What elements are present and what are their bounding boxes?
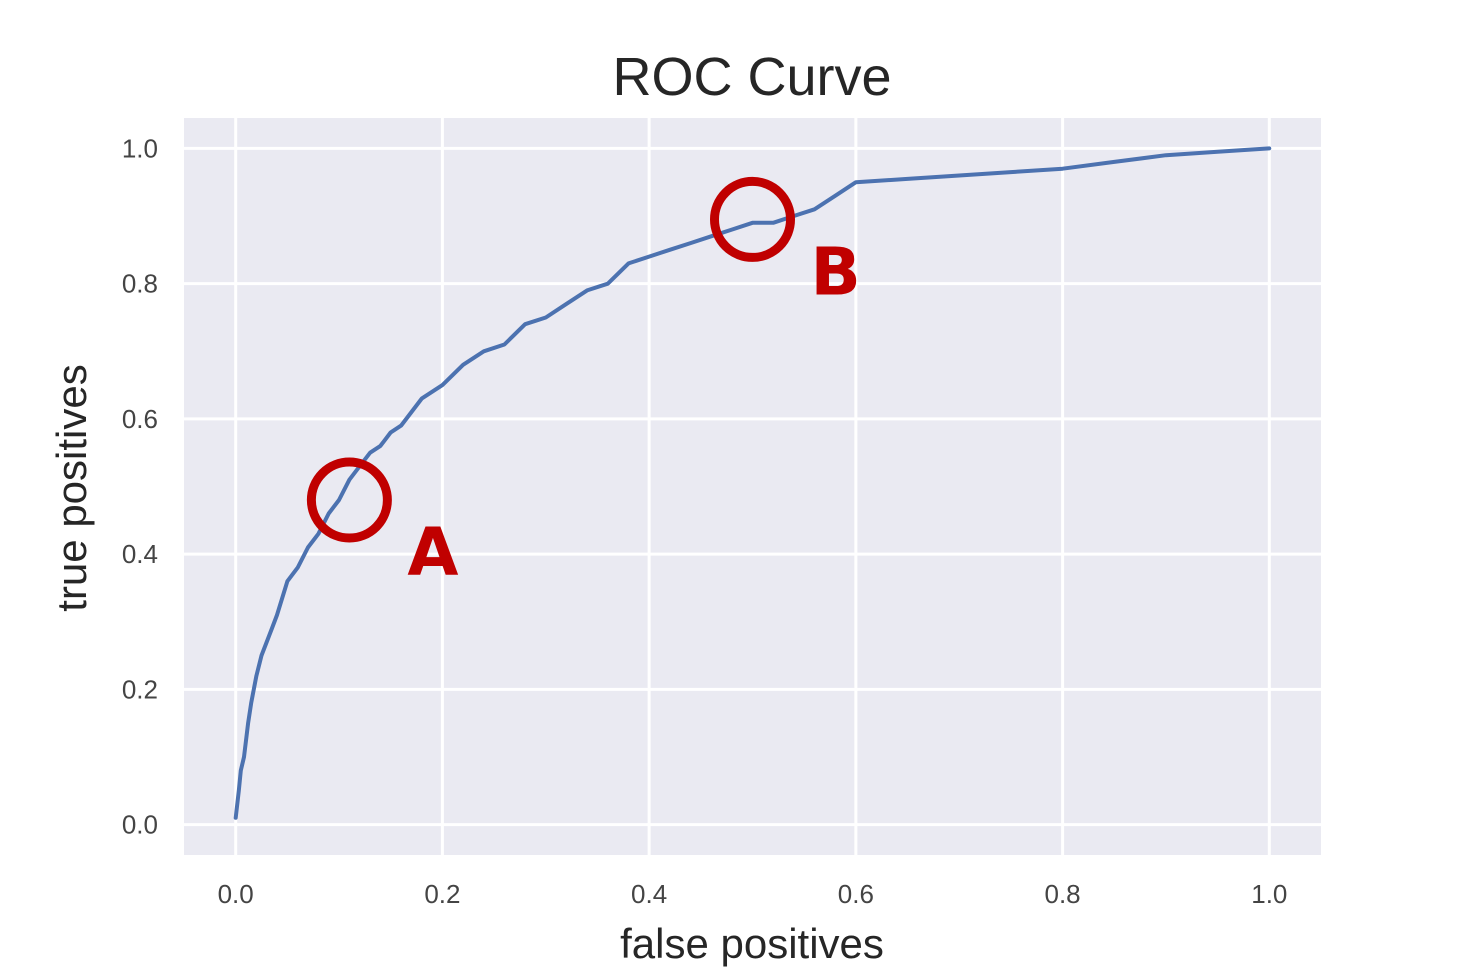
plot-background bbox=[184, 118, 1321, 855]
y-tick-label: 0.8 bbox=[122, 269, 158, 299]
x-tick-label: 1.0 bbox=[1251, 879, 1287, 909]
y-tick-label: 0.2 bbox=[122, 674, 158, 704]
annotation-marker-a bbox=[306, 457, 392, 543]
series bbox=[233, 146, 1272, 820]
y-axis-label: true positives bbox=[48, 364, 95, 611]
x-tick-label: 0.2 bbox=[424, 879, 460, 909]
chart-title: ROC Curve bbox=[612, 47, 891, 107]
annotation-label-a: A bbox=[407, 514, 458, 591]
x-tick-label: 0.0 bbox=[218, 879, 254, 909]
grid bbox=[184, 118, 1321, 855]
annotation-label-b: B bbox=[811, 233, 861, 310]
y-tick-label: 0.4 bbox=[122, 539, 158, 569]
roc-curve-line bbox=[233, 146, 1272, 820]
annotation-marker-b bbox=[710, 176, 795, 262]
x-tick-label: 0.8 bbox=[1045, 879, 1081, 909]
y-tick-label: 1.0 bbox=[122, 133, 158, 163]
ticks: 0.0 0.2 0.4 0.6 0.8 1.0 0.0 0.2 0.4 0.6 0.8 1.0 bbox=[122, 133, 1288, 909]
y-tick-label: 0.6 bbox=[122, 404, 158, 434]
annotations: AB bbox=[306, 176, 861, 591]
y-tick-label: 0.0 bbox=[122, 810, 158, 840]
x-tick-label: 0.6 bbox=[838, 879, 874, 909]
x-axis-label: false positives bbox=[620, 920, 884, 967]
x-tick-label: 0.4 bbox=[631, 879, 667, 909]
